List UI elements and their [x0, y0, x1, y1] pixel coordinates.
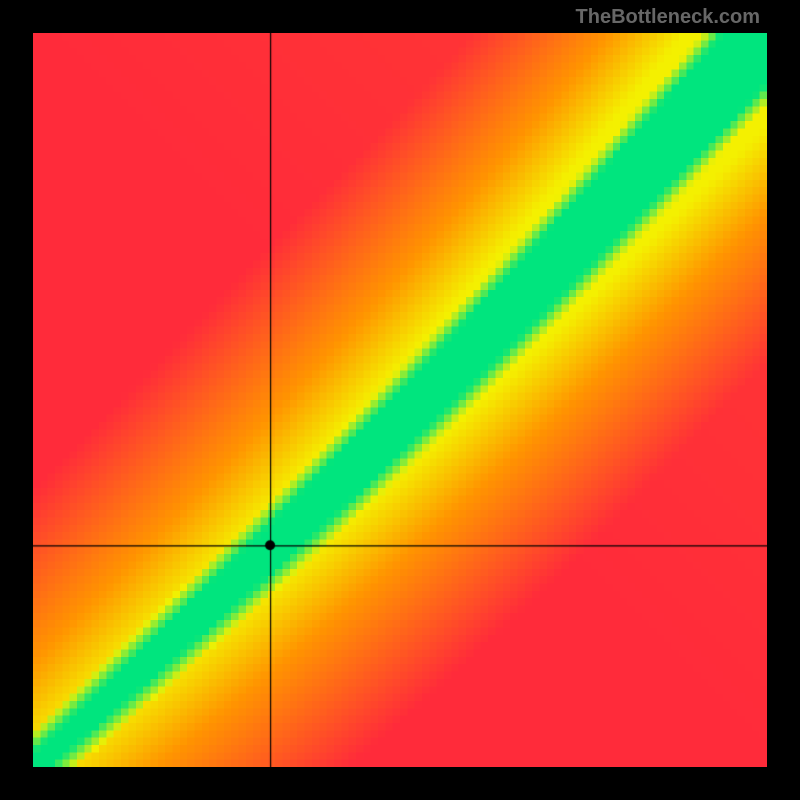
chart-container: TheBottleneck.com [0, 0, 800, 800]
bottleneck-heatmap [33, 33, 767, 767]
watermark-text: TheBottleneck.com [576, 6, 760, 29]
